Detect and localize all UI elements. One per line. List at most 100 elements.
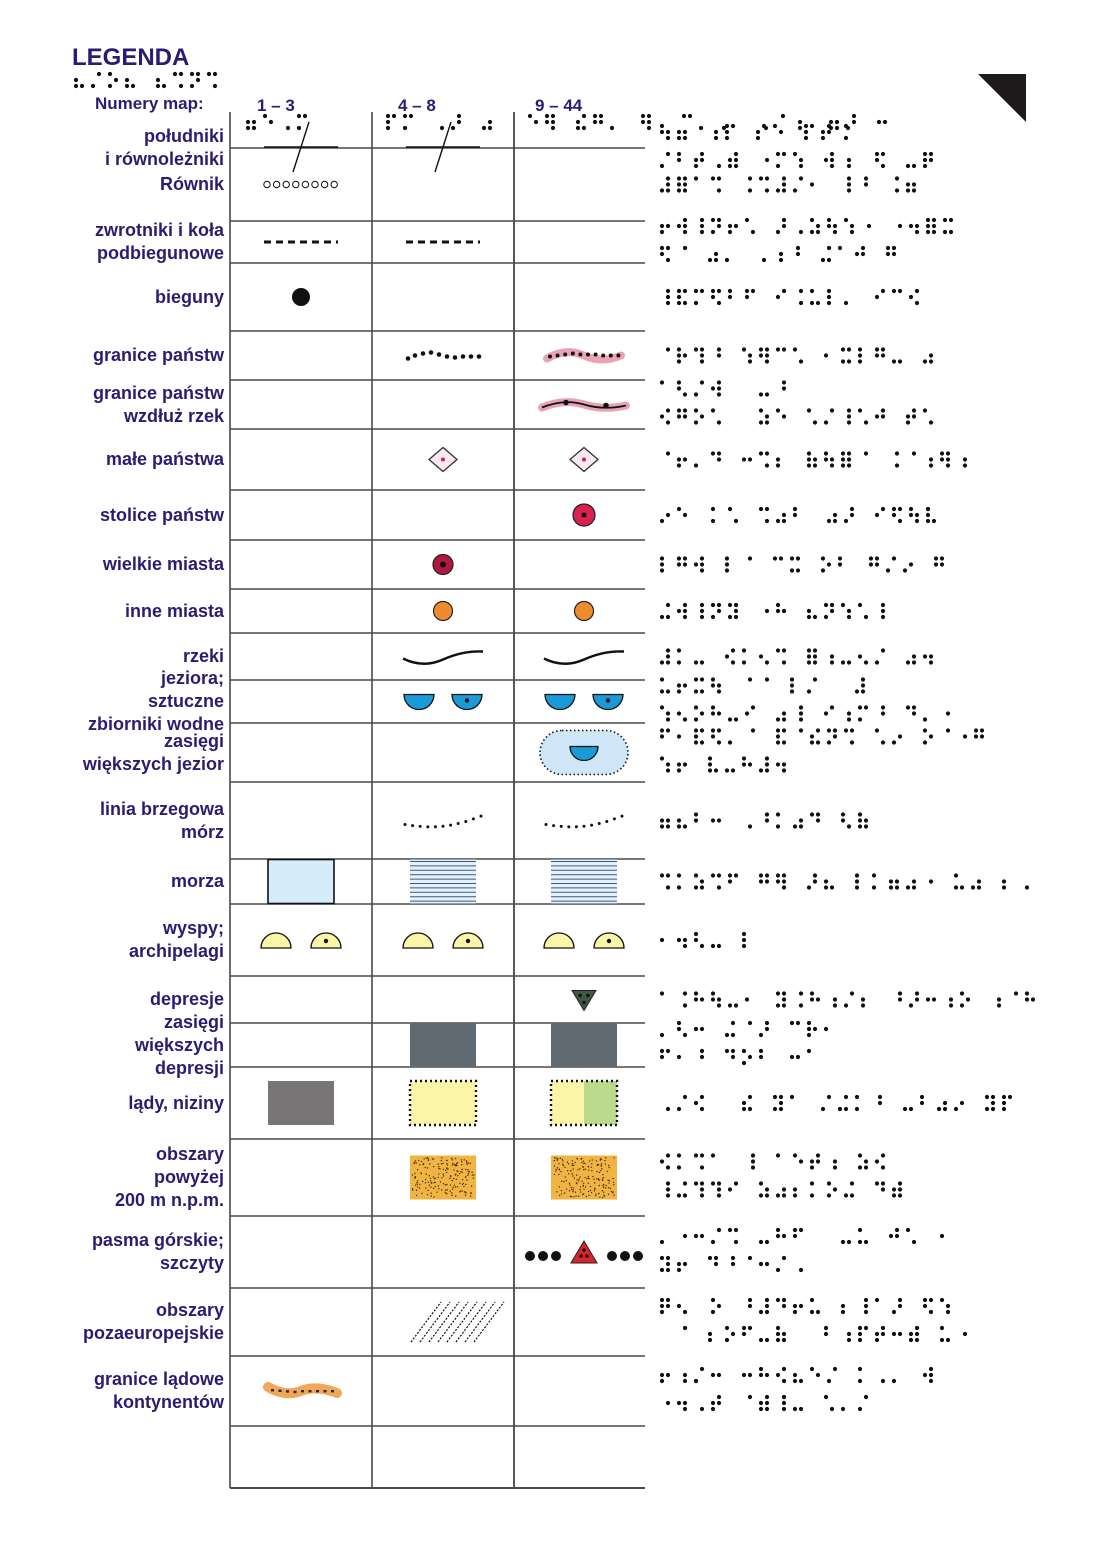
braille-text [659,123,849,141]
islands-icon [260,932,342,949]
lake-extent-icon [539,729,629,776]
lowland-yellow-green-icon [549,1079,619,1127]
braille-text [681,113,888,131]
braille-text [659,245,897,263]
braille-text [659,151,934,169]
legend-row-label: linia brzegowa mórz [99,798,224,842]
river-wave-icon [402,650,484,665]
river-wave-icon [543,650,625,665]
lowland-yellow-icon [408,1079,478,1127]
legend-row-label: obszary powyżej 200 m n.p.m. [114,1144,224,1210]
legend-row-label: granice lądowe kontynentów [93,1369,224,1412]
braille-text [659,1255,804,1273]
legend-row-label: obszary pozaeuropejskie [82,1300,224,1343]
highland-orange-icon [410,1155,476,1200]
legend-row-label: granice państw [92,345,224,365]
braille-text [659,705,951,722]
braille-text [659,677,866,694]
legend-row-label: granice państw wzdłuż rzek [92,382,224,426]
legend-row-label: jeziora; sztuczne zbiorniki wodne [87,668,224,734]
braille-text [659,1297,951,1315]
braille-text [659,648,934,665]
corner-mark-icon [978,74,1026,122]
mountain-range-icon [525,1240,643,1264]
braille-text [659,873,1030,890]
orange-dot-icon [432,600,454,622]
map-range-1-3: 1 – 3 [257,96,295,115]
braille-text [659,380,787,397]
depression-box-icon [410,1023,476,1067]
braille-text [385,113,493,131]
map-numbers-label: Numery map: [95,94,204,113]
legend-row-label: wyspy; archipelagi [128,918,224,961]
legend-row-label: pasma górskie; szczyty [91,1230,224,1273]
sea-lines-icon [551,859,617,904]
land-gray-icon [268,1081,334,1125]
diamond-icon [569,446,599,473]
legend-row-label: bieguny [154,286,224,307]
braille-text [659,812,869,829]
legend-row-label: depresje [149,989,224,1009]
equator-circles-icon [263,180,338,189]
continent-border-icon [263,1382,342,1399]
map-range-9-44: 9 – 44 [535,96,583,115]
grid-cross-icon [406,121,480,173]
legend-row-label: lądy, niziny [128,1092,224,1113]
hatched-icon [410,1301,505,1343]
legend-row-label: morza [170,871,224,891]
legend-row-label: inne miasta [124,600,224,621]
sea-box-icon [267,858,335,905]
braille-text [665,1181,903,1198]
islands-icon [543,932,625,949]
braille-text [659,931,747,949]
braille-text [659,176,917,193]
legend-row-label: zwrotniki i koła podbiegunowe [94,220,224,263]
depression-triangle-icon [571,990,597,1012]
braille-text [659,1153,886,1170]
river-border-icon [538,398,630,412]
braille-text [665,1394,869,1412]
grid-cross-icon [264,121,338,173]
islands-icon [402,932,484,949]
lakes-icon [544,693,624,711]
depression-box-icon [551,1023,617,1067]
braille-text [659,728,985,745]
braille-text [659,217,954,235]
legend-row-label: rzeki [182,646,224,666]
big-city-circle-icon [432,553,454,576]
braille-text [665,288,920,306]
braille-text [659,408,934,425]
dotted-border-icon [405,350,482,361]
capital-circle-icon [572,503,596,527]
legend-row-label: zasięgi większych depresji [134,1011,224,1078]
braille-text [665,1094,1013,1112]
braille-text [665,451,968,468]
coastline-icon [403,814,483,829]
coastline-icon [544,814,624,829]
braille-text [659,756,787,773]
braille-text [659,991,1036,1008]
legend-row-label: Równik [159,174,224,194]
sea-lines-icon [410,859,476,904]
braille-text [665,347,934,364]
braille-title [73,71,218,89]
legend-row-label: południki i równoleżniki [104,126,224,169]
braille-text [659,1020,829,1038]
braille-text [527,113,652,131]
table-grid [229,112,645,1489]
braille-text [659,602,886,620]
legend-row-label: wielkie miasta [102,554,224,574]
braille-text [659,556,945,573]
orange-dot-icon [573,600,595,622]
braille-text [659,1227,945,1245]
diamond-icon [428,446,458,473]
highland-orange-icon [551,1155,617,1200]
braille-text [659,1048,812,1066]
lakes-icon [403,693,483,711]
legend-row-label: małe państwa [105,449,224,469]
pole-dot-icon [292,288,310,306]
legend-title: LEGENDA [72,44,190,71]
pink-dotted-border-icon [543,348,625,364]
braille-text [682,1325,968,1343]
